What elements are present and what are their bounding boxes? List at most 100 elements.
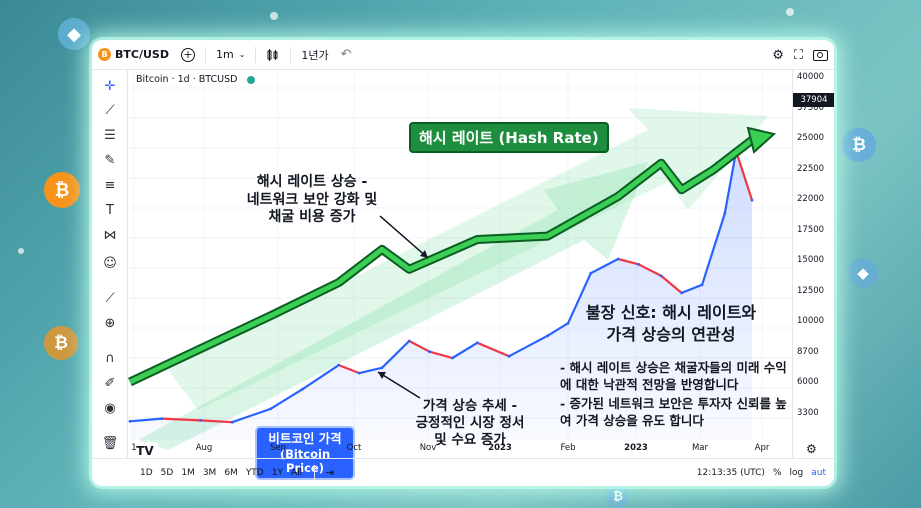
ruler-icon[interactable]: ⟋	[105, 290, 115, 306]
price-point	[589, 271, 593, 275]
bitcoin-coin-icon: ₿	[606, 484, 630, 508]
price-point	[637, 262, 640, 266]
divider	[314, 464, 316, 481]
camera-icon[interactable]	[813, 49, 828, 61]
price-tick-label: 40000	[797, 72, 825, 82]
lock-drawing-icon[interactable]: ✐	[104, 375, 116, 391]
price-point	[357, 371, 361, 375]
symbol-selector[interactable]: B BTC/USD	[92, 40, 175, 70]
candlestick-icon	[267, 48, 278, 61]
bull-point: - 해시 레이트 상승은 채굴자들의 미래 수익에 대한 낙관적 전망을 반영합…	[560, 360, 787, 392]
bull-signal-points: - 해시 레이트 상승은 채굴자들의 미래 수익에 대한 낙관적 전망을 반영합…	[560, 360, 788, 432]
pattern-icon[interactable]: ⋈	[103, 227, 117, 243]
crosshair-icon[interactable]: ✛	[104, 78, 116, 94]
price-tick-label: 6000	[797, 377, 819, 387]
plus-icon: +	[180, 47, 195, 62]
price-tick-label: 17500	[797, 224, 825, 235]
clock-label[interactable]: 12:13:35 (UTC)	[696, 468, 765, 478]
log-toggle[interactable]: log	[789, 468, 804, 478]
price-tick-label: 15000	[797, 255, 825, 265]
chart-area[interactable]: Bitcoin · 1d · BTCUSD 해시 레이트 (Hash Rate)…	[128, 70, 792, 481]
price-segment	[160, 417, 202, 422]
market-status-icon	[247, 75, 256, 84]
price-segment	[337, 364, 361, 375]
fullscreen-icon[interactable]: ⛶	[793, 47, 803, 63]
range-button-1y[interactable]: 1Y	[271, 467, 283, 478]
trash-icon[interactable]: 🗑	[101, 435, 119, 451]
candles-button[interactable]	[260, 40, 286, 70]
add-symbol-button[interactable]: +	[175, 40, 201, 70]
range-button-1d[interactable]: 1D	[140, 467, 153, 478]
price-segment	[723, 149, 738, 215]
time-tick-label: Mar	[691, 443, 709, 453]
price-point	[546, 334, 550, 338]
price-axis[interactable]: 40000 37500 25000 22500 22000 17500 15000 12500…	[792, 70, 834, 458]
period-selector[interactable]: 1년가	[295, 40, 334, 70]
bitcoin-price-badge: 비트코인 가격 (Bitcoin Price)	[255, 426, 355, 481]
interval-selector[interactable]: 1m ⌄	[210, 40, 251, 70]
time-axis[interactable]: 1 Aug Sep Oct Nov 2023 Feb 2023 Mar Apr	[128, 440, 792, 458]
symbol-label: BTC/USD	[115, 48, 169, 61]
gear-icon[interactable]: ⚙	[772, 47, 784, 63]
top-right-controls: ⚙ ⛶	[772, 40, 828, 70]
percent-toggle[interactable]: %	[772, 468, 782, 478]
price-segment	[269, 388, 304, 410]
undo-button[interactable]: ↶	[335, 40, 358, 70]
price-tick-label: 12500	[797, 285, 825, 296]
horizontal-lines-icon[interactable]: ☰	[104, 127, 116, 143]
bottom-toolbar: 1D 5D 1M 3M 6M YTD 1Y All ⇥ 12:13:35 (UTC) % lo…	[92, 458, 834, 486]
legend-symbol-label: Bitcoin · 1d · BTCUSD	[136, 74, 238, 85]
price-segment	[408, 339, 431, 353]
trend-line-icon[interactable]: ⟋	[105, 102, 115, 118]
price-point	[451, 356, 454, 360]
bull-point: - 증가된 네트워크 보안은 투자자 신뢰를 높여 가격 상승을 유도 합니다	[560, 396, 787, 428]
magnet-icon[interactable]: ∩	[105, 350, 115, 366]
hash-rate-badge: 해시 레이트 (Hash Rate)	[409, 122, 609, 153]
fib-icon[interactable]: ≡	[104, 177, 116, 193]
range-button-all[interactable]: All	[290, 467, 303, 478]
price-segment	[546, 322, 570, 337]
emoji-icon[interactable]: ☺	[103, 255, 117, 271]
price-tick-label: 22000	[797, 194, 825, 204]
price-point	[616, 257, 620, 261]
ethereum-coin-icon: ◆	[58, 18, 90, 50]
hash-rising-note: 해시 레이트 상승 - 네트워크 보안 강화 및 채굴 비용 증가	[222, 174, 402, 227]
text-icon[interactable]: T	[106, 202, 114, 218]
price-segment	[680, 283, 704, 294]
price-segment	[637, 263, 663, 277]
eye-icon[interactable]: ◉	[104, 400, 116, 416]
price-segment	[301, 364, 340, 391]
range-button-ytd[interactable]: YTD	[245, 467, 264, 478]
price-segment	[380, 339, 411, 369]
price-rising-line: 및 수요 증가	[434, 431, 506, 448]
last-price-label: 37904	[793, 93, 834, 107]
price-point	[230, 420, 234, 424]
zoom-in-icon[interactable]: ⊕	[104, 315, 116, 331]
range-button-5d[interactable]: 5D	[160, 467, 174, 478]
price-segment	[734, 149, 754, 202]
time-tick-label: Feb	[560, 443, 576, 453]
time-tick-label: Nov	[419, 443, 437, 453]
ethereum-coin-icon: ◆	[848, 258, 878, 288]
bull-title-line: 가격 상승의 연관성	[606, 324, 736, 344]
price-rising-note: 가격 상승 추세 - 긍정적인 시장 정서 및 수요 증가	[390, 398, 550, 449]
price-point	[750, 198, 754, 202]
divider	[290, 46, 292, 63]
price-point	[659, 274, 663, 278]
brush-icon[interactable]: ✎	[104, 152, 116, 168]
price-segment	[358, 366, 384, 375]
price-segment	[660, 274, 683, 294]
range-button-1m[interactable]: 1M	[181, 467, 195, 478]
price-area	[130, 151, 752, 440]
settings-gear-icon[interactable]: ⚙	[806, 442, 817, 456]
price-segment	[451, 341, 479, 360]
auto-toggle[interactable]: aut	[811, 468, 826, 478]
bitcoin-icon: B	[98, 48, 111, 61]
divider	[204, 46, 206, 63]
price-tick-label: 22500	[797, 163, 825, 174]
range-button-3m[interactable]: 3M	[202, 467, 217, 478]
range-button-6m[interactable]: 6M	[224, 467, 238, 478]
date-range-icon[interactable]: ⇥	[325, 466, 335, 479]
interval-label: 1m	[215, 48, 234, 61]
price-segment	[508, 334, 549, 358]
